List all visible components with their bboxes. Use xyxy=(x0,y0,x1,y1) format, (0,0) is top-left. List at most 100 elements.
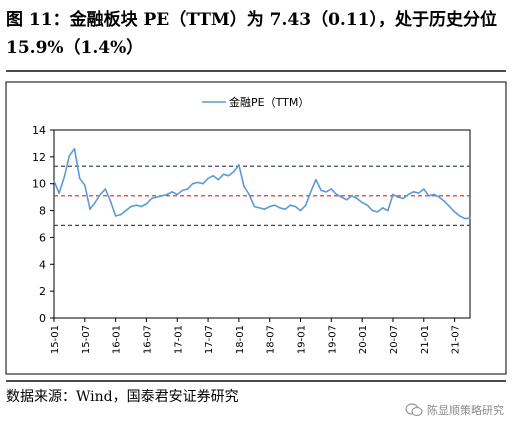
source-note: 数据来源：Wind，国泰君安证券研究 xyxy=(6,389,239,405)
data-point xyxy=(335,193,338,196)
y-tick-label: 0 xyxy=(39,312,46,325)
y-axis: 0 2 4 6 8 10 12 14 xyxy=(32,124,54,325)
x-tick-label: 20-07 xyxy=(389,325,400,354)
x-tick-label: 17-01 xyxy=(173,325,184,354)
data-point xyxy=(212,174,215,177)
data-point xyxy=(458,215,461,217)
data-point xyxy=(63,176,66,178)
data-point xyxy=(469,217,471,220)
data-point xyxy=(73,148,76,150)
pe-line-chart: 0 2 4 6 8 10 12 14 15-01 15-07 16-01 16-07 17-01 17-… xyxy=(5,81,507,375)
series-line-0 xyxy=(53,148,471,220)
chart-area: 0 2 4 6 8 10 12 14 15-01 15-07 16-01 16-07 17-01 17-… xyxy=(0,76,512,376)
data-point xyxy=(284,208,286,211)
wechat-logo-icon xyxy=(405,403,423,417)
data-point xyxy=(392,193,394,196)
data-point xyxy=(181,189,184,192)
plot-frame xyxy=(53,129,471,319)
data-point xyxy=(125,209,127,212)
data-point xyxy=(176,193,179,196)
x-tick-label: 21-01 xyxy=(420,325,431,354)
watermark-text: 陈显顺策略研究 xyxy=(427,404,504,417)
data-point xyxy=(140,205,143,208)
x-axis: 15-01 15-07 16-01 16-07 17-01 17-07 18-01 18-07… xyxy=(50,318,462,354)
data-point xyxy=(130,205,132,208)
data-point xyxy=(258,207,261,209)
data-point xyxy=(53,180,55,182)
data-point xyxy=(68,154,71,157)
data-point xyxy=(109,200,112,202)
data-point xyxy=(340,196,343,198)
x-tick-label: 19-01 xyxy=(297,325,308,354)
data-point xyxy=(58,192,60,194)
data-point xyxy=(407,193,410,196)
data-point xyxy=(448,205,451,208)
data-point xyxy=(376,211,379,213)
x-tick-label: 15-01 xyxy=(50,325,61,354)
data-point xyxy=(381,207,384,209)
x-tick-label: 21-07 xyxy=(451,325,462,354)
data-point xyxy=(294,205,297,208)
data-point xyxy=(274,204,276,206)
data-point xyxy=(114,215,117,217)
y-tick-label: 10 xyxy=(32,178,46,191)
data-point xyxy=(422,188,425,190)
chart-outer-frame xyxy=(5,81,507,375)
y-tick-label: 6 xyxy=(39,231,46,244)
x-tick-label: 19-07 xyxy=(327,325,338,354)
data-point xyxy=(356,197,358,200)
legend-label: 金融PE（TTM） xyxy=(229,95,309,109)
data-point xyxy=(464,217,466,220)
data-point xyxy=(397,196,399,198)
data-point xyxy=(330,188,333,190)
data-point xyxy=(222,173,225,176)
data-point xyxy=(263,208,266,211)
data-point xyxy=(433,193,435,196)
data-point xyxy=(94,201,96,204)
data-point xyxy=(351,195,353,197)
data-point xyxy=(191,182,194,185)
y-tick-label: 12 xyxy=(32,151,46,164)
data-point xyxy=(304,204,307,206)
source-divider xyxy=(6,380,506,382)
data-point xyxy=(320,189,322,192)
data-point xyxy=(232,170,235,173)
data-point xyxy=(78,177,81,180)
data-point xyxy=(217,178,220,181)
data-point xyxy=(417,192,420,194)
title-divider xyxy=(6,70,506,72)
reference-lines xyxy=(54,165,470,226)
watermark: 陈显顺策略研究 xyxy=(405,402,504,418)
data-point xyxy=(412,190,415,193)
x-tick-label: 20-01 xyxy=(358,325,369,354)
data-point xyxy=(186,188,189,190)
data-point xyxy=(366,204,369,206)
y-tick-label: 2 xyxy=(39,285,46,298)
data-point xyxy=(161,195,163,197)
data-point xyxy=(119,213,122,216)
legend: 金融PE（TTM） xyxy=(202,95,309,109)
data-point xyxy=(253,205,256,208)
data-point xyxy=(325,190,327,193)
y-tick-label: 8 xyxy=(39,205,46,218)
data-point xyxy=(104,188,107,190)
x-tick-label: 18-01 xyxy=(235,325,246,354)
data-point xyxy=(84,184,86,186)
data-point xyxy=(243,185,245,188)
data-point xyxy=(227,174,230,177)
data-point xyxy=(345,199,348,201)
data-point xyxy=(207,177,209,180)
data-point xyxy=(453,211,456,213)
data-point xyxy=(155,196,158,198)
data-point xyxy=(202,182,204,185)
x-tick-label: 16-07 xyxy=(142,325,153,354)
data-point xyxy=(145,203,148,205)
data-point xyxy=(315,178,317,181)
data-point xyxy=(238,164,240,166)
y-tick-label: 14 xyxy=(32,124,46,137)
data-point xyxy=(150,197,153,200)
x-tick-label: 16-01 xyxy=(112,325,123,354)
data-point xyxy=(309,190,312,193)
x-tick-label: 15-07 xyxy=(81,325,92,354)
data-point xyxy=(299,209,302,212)
